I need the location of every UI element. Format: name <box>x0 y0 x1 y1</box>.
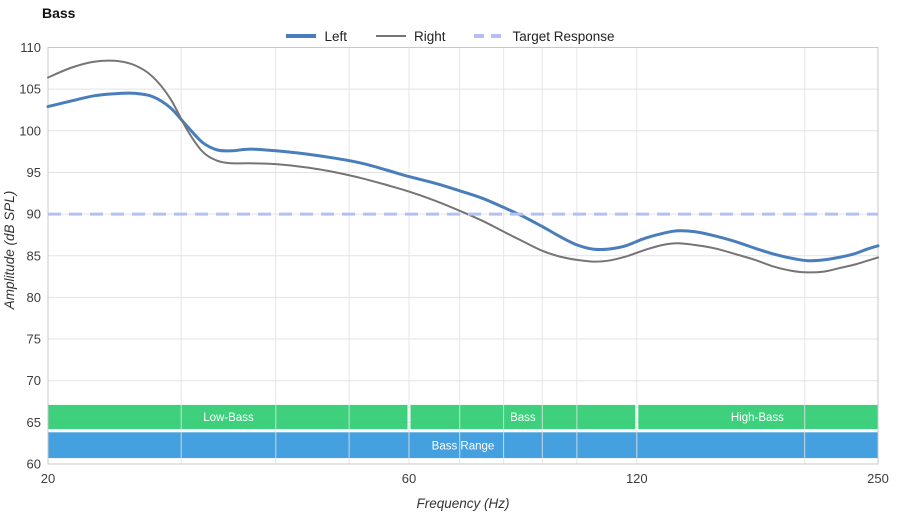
band-label: Bass Range <box>432 440 495 452</box>
y-tick-label: 70 <box>27 373 41 388</box>
y-tick-labels: 60 65 70 75 80 85 90 95 100 105 110 <box>19 40 41 472</box>
y-tick-label: 85 <box>27 248 41 263</box>
legend: Left Right Target Response <box>0 26 900 46</box>
range-bands <box>48 404 878 459</box>
x-tick-labels: 20 60 120 250 <box>41 471 889 486</box>
band-bass-range <box>48 432 878 459</box>
legend-item-target-response[interactable]: Target Response <box>473 28 615 44</box>
y-tick-label: 95 <box>27 165 41 180</box>
y-tick-label: 105 <box>19 82 41 97</box>
band-label: High-Bass <box>731 412 784 424</box>
band-labels: Low-Bass Bass High-Bass Bass Range <box>203 412 784 452</box>
band-label: Bass <box>510 412 536 424</box>
band-label: Low-Bass <box>203 412 254 424</box>
x-tick-label: 120 <box>626 471 648 486</box>
x-tick-label: 250 <box>867 471 889 486</box>
h-gridlines <box>48 88 878 423</box>
x-axis-title: Frequency (Hz) <box>416 496 509 511</box>
left-curve <box>46 91 880 263</box>
y-tick-label: 75 <box>27 332 41 347</box>
y-tick-label: 80 <box>27 290 41 305</box>
y-axis-title: Amplitude (dB SPL) <box>2 191 17 311</box>
right-curve <box>47 59 879 274</box>
y-tick-label: 110 <box>20 40 41 55</box>
legend-label: Right <box>413 28 446 44</box>
legend-label: Left <box>324 28 347 44</box>
legend-label: Target Response <box>512 28 615 44</box>
x-tick-label: 20 <box>41 471 55 486</box>
y-tick-label: 65 <box>27 415 41 430</box>
legend-swatch <box>375 35 406 37</box>
legend-item-right[interactable]: Right <box>375 28 446 44</box>
legend-item-left[interactable]: Left <box>285 29 347 44</box>
chart-title: Bass <box>42 5 76 21</box>
plot-border <box>47 47 879 465</box>
legend-swatch <box>474 34 505 38</box>
band-bass <box>410 404 636 430</box>
band-low-bass <box>48 404 408 430</box>
band-high-bass <box>638 404 878 430</box>
y-tick-label: 60 <box>27 457 41 472</box>
y-tick-label: 100 <box>19 123 41 138</box>
legend-swatch <box>286 34 317 38</box>
y-tick-label: 90 <box>27 207 41 222</box>
x-tick-label: 60 <box>402 471 416 486</box>
